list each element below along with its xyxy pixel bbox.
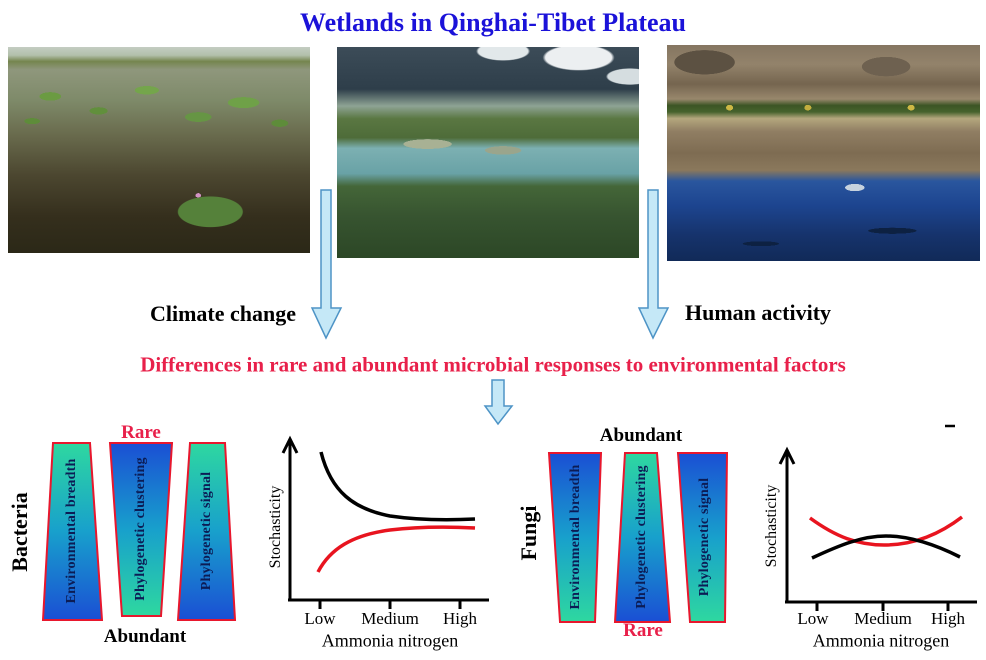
down-arrow-icon-human: [637, 189, 670, 340]
bacteria-bar-environmental-breadth: [41, 442, 104, 621]
bacteria-tick-high: High: [443, 609, 477, 628]
down-arrow-icon-climate: [310, 189, 343, 340]
fungi-bar-environmental-breadth: [547, 452, 603, 623]
fungi-bar-phylogenetic-clustering: [613, 452, 672, 623]
bacteria-bar-label-env-breadth: Environmental breadth: [64, 458, 79, 604]
fungi-abundant-label: Abundant: [599, 425, 683, 446]
bacteria-tick-low: Low: [304, 609, 336, 628]
fungi-tick-low: Low: [797, 609, 829, 628]
climate-change-label: Climate change: [149, 301, 297, 326]
bacteria-bar-label-phylo-clustering: Phylogenetic clustering: [133, 457, 148, 601]
bacteria-bar-phylogenetic-clustering: [108, 442, 174, 617]
bacteria-bar-label-phylo-signal: Phylogenetic signal: [199, 471, 214, 591]
bacteria-x-axis-label: Ammonia nitrogen: [321, 630, 459, 651]
human-activity-label: Human activity: [684, 300, 832, 325]
bacteria-tick-medium: Medium: [361, 609, 419, 628]
fungi-rare-label: Rare: [623, 620, 663, 641]
bacteria-y-axis-label: Stochasticity: [267, 485, 284, 569]
lake-reflection-photo: [667, 45, 980, 261]
main-finding-text: Differences in rare and abundant microbi…: [140, 352, 846, 377]
marsh-wetland-photo: [8, 47, 310, 253]
fungi-bar-label-env-breadth: Environmental breadth: [568, 464, 583, 610]
fungi-group-label: Fungi: [516, 505, 541, 561]
bacteria-chart-axes: [281, 435, 489, 609]
fungi-chart-axes: [778, 446, 977, 611]
bacteria-group-label: Bacteria: [7, 492, 32, 572]
fungi-tick-high: High: [931, 609, 965, 628]
fungi-black-curve: [811, 534, 961, 560]
fungi-bar-label-phylo-clustering: Phylogenetic clustering: [634, 465, 649, 609]
fungi-red-curve: [808, 515, 964, 547]
fungi-tick-medium: Medium: [854, 609, 912, 628]
bacteria-black-curve: [319, 451, 476, 522]
bacteria-abundant-label: Abundant: [103, 626, 187, 647]
fungi-y-axis-label: Stochasticity: [763, 484, 780, 568]
page-title: Wetlands in Qinghai-Tibet Plateau: [300, 8, 686, 37]
fungi-bar-label-phylo-signal: Phylogenetic signal: [697, 477, 712, 597]
bacteria-bar-phylogenetic-signal: [176, 442, 237, 621]
river-valley-photo: [337, 47, 639, 258]
fungi-bar-phylogenetic-signal: [676, 452, 729, 623]
bacteria-rare-label: Rare: [121, 422, 161, 443]
down-arrow-icon-center: [483, 379, 514, 426]
fungi-x-axis-label: Ammonia nitrogen: [812, 630, 950, 651]
bacteria-red-curve: [316, 525, 476, 573]
